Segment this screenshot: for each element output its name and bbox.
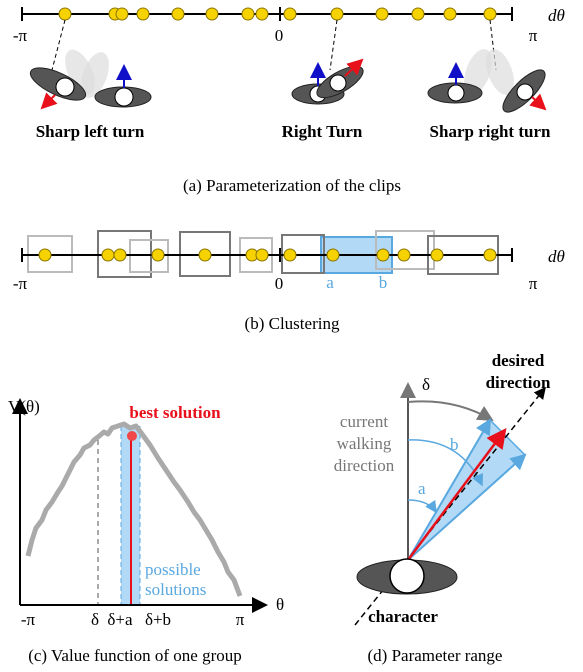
head — [56, 78, 74, 96]
angle-label: a — [418, 479, 426, 498]
x-tick-label: δ+b — [145, 610, 171, 629]
clip-label: Right Turn — [282, 122, 363, 141]
dot — [206, 8, 218, 20]
caption: (a) Parameterization of the clips — [183, 176, 401, 195]
dot — [431, 249, 443, 261]
caption: (c) Value function of one group — [28, 646, 242, 665]
dot — [59, 8, 71, 20]
desired-label: direction — [486, 373, 551, 392]
arrow — [532, 97, 545, 109]
dot — [484, 249, 496, 261]
axis-min: -π — [13, 274, 28, 293]
y-label: V(θ) — [8, 397, 40, 416]
dot — [39, 249, 51, 261]
possible-label: possible — [145, 560, 201, 579]
x-tick-label: δ+a — [107, 610, 133, 629]
best-point — [127, 431, 137, 441]
desired-label: desired — [492, 351, 545, 370]
left-characters — [26, 20, 151, 108]
dot — [284, 8, 296, 20]
x-tick-label: δ — [91, 610, 99, 629]
axis-max: π — [529, 26, 538, 45]
character-head — [390, 559, 424, 593]
delta-label: δ — [422, 375, 430, 394]
range-label: a — [326, 273, 334, 292]
current-label: walking — [337, 434, 392, 453]
panel-b: -π 0 π dθ a b (b) Clustering — [13, 231, 565, 333]
clip-label: Sharp right turn — [430, 122, 551, 141]
angle-label: b — [450, 435, 459, 454]
caption: (b) Clustering — [245, 314, 340, 333]
axis-var: dθ — [548, 6, 565, 25]
dot — [114, 249, 126, 261]
dot — [398, 249, 410, 261]
figure: -π 0 π dθ — [0, 0, 583, 672]
panel-c: V(θ) θ best solution possible solutions … — [8, 397, 284, 665]
dot — [256, 8, 268, 20]
page: -π 0 π dθ — [0, 0, 583, 672]
x-label: θ — [276, 595, 284, 614]
x-tick-label: π — [236, 610, 245, 629]
current-label: direction — [334, 456, 395, 475]
dot — [376, 8, 388, 20]
a-arc — [408, 500, 436, 512]
clip-label: Sharp left turn — [36, 122, 145, 141]
arrow — [42, 95, 55, 108]
current-label: current — [340, 412, 388, 431]
axis-zero: 0 — [275, 274, 284, 293]
head — [517, 84, 533, 100]
caption: (d) Parameter range — [368, 646, 503, 665]
dot — [331, 8, 343, 20]
dot — [412, 8, 424, 20]
dot — [327, 249, 339, 261]
axis-min: -π — [13, 26, 28, 45]
dot — [137, 8, 149, 20]
possible-label: solutions — [145, 580, 206, 599]
dot — [199, 249, 211, 261]
dot — [444, 8, 456, 20]
dot — [484, 8, 496, 20]
best-label: best solution — [129, 403, 221, 422]
dot — [102, 249, 114, 261]
dot — [116, 8, 128, 20]
dot — [242, 8, 254, 20]
head — [115, 88, 133, 106]
dot — [284, 249, 296, 261]
leader — [330, 20, 337, 70]
dot — [377, 249, 389, 261]
delta-arc — [408, 401, 492, 420]
dot — [152, 249, 164, 261]
axis-max: π — [529, 274, 538, 293]
head — [448, 85, 464, 101]
panel-d: δ desired direction current walking dire… — [334, 351, 551, 665]
character-label: character — [368, 607, 438, 626]
axis-var: dθ — [548, 247, 565, 266]
head — [330, 75, 346, 91]
middle-characters — [292, 20, 368, 104]
axis-zero: 0 — [275, 26, 284, 45]
dot — [172, 8, 184, 20]
leader — [52, 20, 65, 70]
range-label: b — [379, 273, 388, 292]
panel-a: -π 0 π dθ — [13, 6, 565, 195]
dot — [256, 249, 268, 261]
x-tick-label: -π — [21, 610, 36, 629]
